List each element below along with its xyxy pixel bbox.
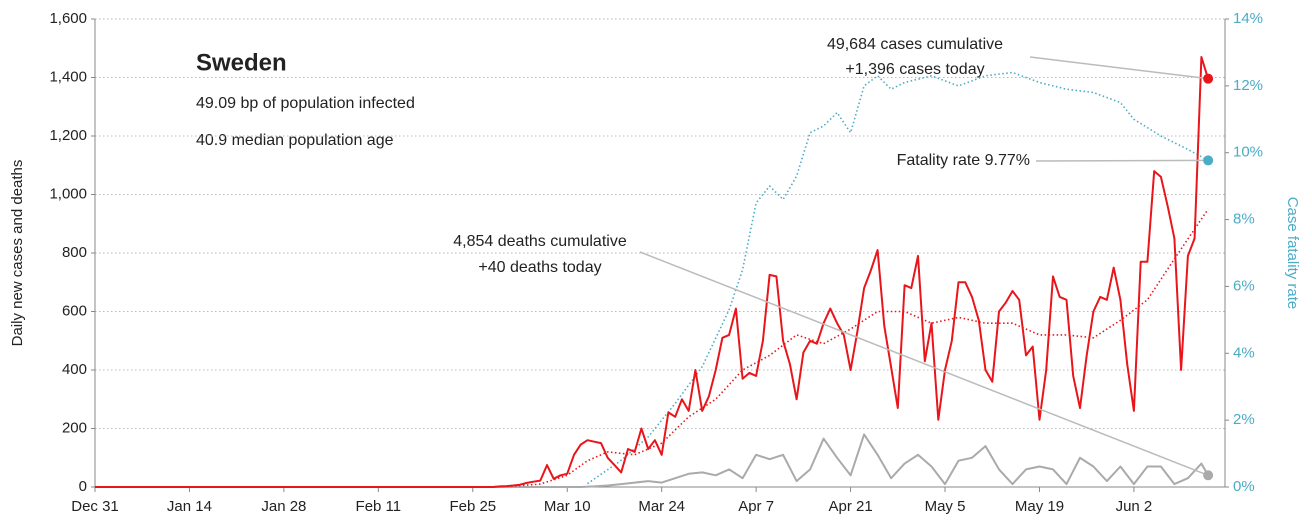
annotation: Fatality rate 9.77% [897, 152, 1030, 169]
y-axis-label: Daily new cases and deaths [9, 160, 26, 347]
y-tick-label: 1,400 [49, 68, 87, 85]
annotation: 4,854 deaths cumulative [453, 233, 627, 250]
end-point [1203, 73, 1214, 84]
series-line [587, 71, 1209, 485]
x-tick-label: May 5 [925, 498, 966, 515]
y-tick-label: 0 [79, 478, 87, 495]
y-tick-label: 800 [62, 244, 87, 261]
x-tick-label: Mar 24 [638, 498, 685, 515]
x-tick-label: Mar 10 [544, 498, 591, 515]
y-tick-label: 400 [62, 361, 87, 378]
subtitle: 49.09 bp of population infected [196, 95, 415, 112]
leader-line [639, 251, 1209, 476]
y-tick-label: 1,200 [49, 127, 87, 144]
y2-tick-label: 8% [1233, 211, 1255, 228]
y2-tick-label: 2% [1233, 411, 1255, 428]
leader-line [1029, 56, 1209, 80]
x-tick-label: Apr 21 [828, 498, 872, 515]
x-tick-label: Jan 28 [261, 498, 306, 515]
x-tick-label: Jun 2 [1116, 498, 1153, 515]
y-tick-label: 600 [62, 302, 87, 319]
x-tick-label: May 19 [1015, 498, 1064, 515]
x-tick-label: Jan 14 [167, 498, 212, 515]
annotation: 49,684 cases cumulative [827, 36, 1003, 53]
y2-tick-label: 6% [1233, 277, 1255, 294]
chart-title: Sweden [196, 49, 287, 76]
y-tick-label: 1,600 [49, 10, 87, 27]
y2-axis-label: Case fatality rate [1284, 197, 1301, 310]
series-line [95, 433, 1209, 488]
annotation: +40 deaths today [478, 259, 601, 276]
x-tick-label: Apr 7 [738, 498, 774, 515]
y2-tick-label: 14% [1233, 10, 1263, 27]
y-tick-label: 200 [62, 419, 87, 436]
x-tick-label: Dec 31 [71, 498, 119, 515]
y2-tick-label: 0% [1233, 478, 1255, 495]
y-tick-label: 1,000 [49, 185, 87, 202]
y2-tick-label: 12% [1233, 77, 1263, 94]
end-point [1203, 470, 1214, 481]
subtitle: 40.9 median population age [196, 132, 394, 149]
annotation: +1,396 cases today [845, 61, 984, 78]
leader-line [1035, 159, 1209, 162]
x-tick-label: Feb 25 [449, 498, 496, 515]
series-line [95, 56, 1210, 488]
x-tick-label: Feb 11 [356, 498, 402, 515]
y2-tick-label: 4% [1233, 344, 1255, 361]
y2-tick-label: 10% [1233, 144, 1263, 161]
end-point [1203, 155, 1214, 166]
